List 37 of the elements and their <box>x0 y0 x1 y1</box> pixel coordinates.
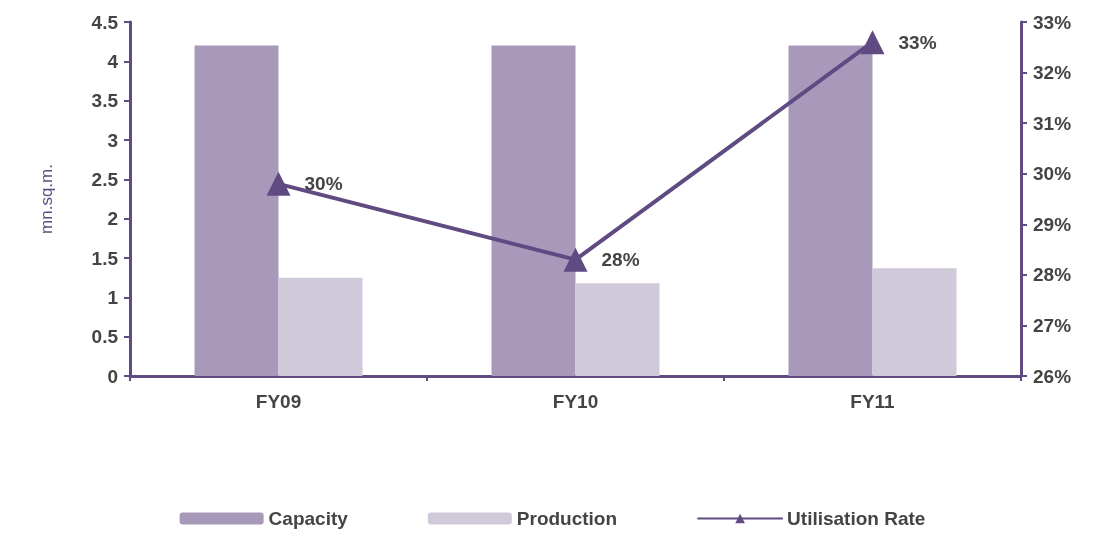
bar <box>872 268 957 376</box>
legend-label: Capacity <box>268 508 349 529</box>
y2-tick-label: 28% <box>1033 264 1072 286</box>
y-tick-label: 4 <box>107 50 119 72</box>
y2-tick-label: 30% <box>1033 163 1072 185</box>
point <box>266 171 291 196</box>
bar <box>575 283 660 376</box>
y2-tick-label: 26% <box>1033 365 1072 387</box>
bar <box>788 45 873 376</box>
y-tick-label: 0.5 <box>91 326 119 348</box>
y-axis-title: mn.sq.m. <box>37 164 56 234</box>
bar <box>491 45 576 376</box>
y-tick-label: 1 <box>107 286 119 308</box>
point <box>860 30 885 55</box>
y-tick-label: 4.5 <box>91 11 119 33</box>
y2-tick-label: 29% <box>1033 213 1072 235</box>
y2-tick-label: 31% <box>1033 112 1072 134</box>
y-tick-label: 3 <box>107 129 118 151</box>
point <box>563 247 588 272</box>
y-tick-label: 2 <box>107 208 118 230</box>
x-tick-label: FY09 <box>255 391 302 412</box>
y2-tick-label: 32% <box>1033 62 1072 84</box>
bar <box>278 277 363 376</box>
data-label: 28% <box>601 249 640 271</box>
y2-tick-label: 33% <box>1033 11 1072 33</box>
data-label: 33% <box>898 31 937 53</box>
legend-label: Utilisation Rate <box>787 508 926 529</box>
y-tick-label: 0 <box>107 365 118 387</box>
legend-label: Production <box>516 508 618 529</box>
y2-tick-label: 27% <box>1033 314 1072 336</box>
data-label: 30% <box>304 173 343 195</box>
y-tick-label: 3.5 <box>91 90 119 112</box>
x-tick-label: FY11 <box>850 391 896 412</box>
y-tick-label: 2.5 <box>91 168 119 190</box>
y-tick-label: 1.5 <box>91 247 119 269</box>
x-tick-label: FY10 <box>552 391 599 412</box>
bar <box>194 45 279 376</box>
